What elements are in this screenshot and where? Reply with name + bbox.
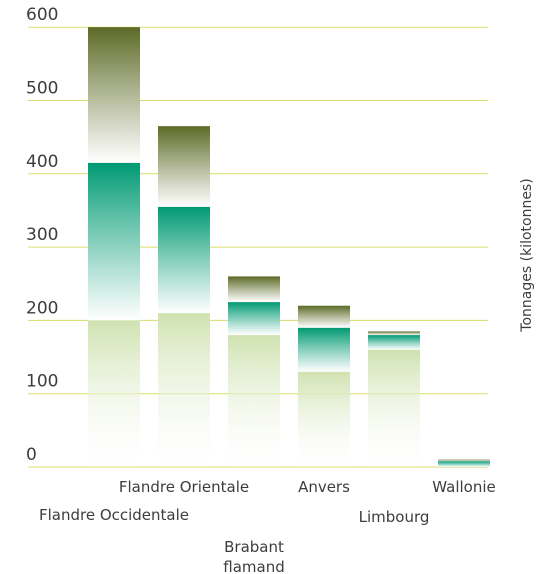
x-category-label: Flandre Occidentale xyxy=(39,506,189,524)
x-category-label: Flandre Orientale xyxy=(119,478,249,496)
y-tick-label: 200 xyxy=(26,298,58,318)
y-tick-label: 500 xyxy=(26,79,58,99)
y-tick-label: 100 xyxy=(26,372,58,392)
bar-segment xyxy=(88,27,140,163)
bar-segment xyxy=(158,313,210,467)
bar-segment xyxy=(368,335,420,350)
bar-segment xyxy=(368,331,420,336)
bar-segment xyxy=(438,461,490,467)
y-tick-label: 300 xyxy=(26,225,58,245)
y-tick-label: 0 xyxy=(26,445,37,465)
category-labels: Flandre Occidentale Flandre Orientale Brab… xyxy=(39,478,496,574)
bar-segment xyxy=(228,276,280,303)
bar-segment xyxy=(228,302,280,336)
bar-segment xyxy=(438,459,490,462)
bar-segment xyxy=(158,206,210,314)
bars xyxy=(88,27,490,467)
x-category-label: Wallonie xyxy=(432,478,495,496)
y-axis-ticks: 0 100 200 300 400 500 600 xyxy=(26,5,58,465)
y-tick-label: 600 xyxy=(26,5,58,25)
x-category-label: Limbourg xyxy=(359,508,430,526)
bar-segment xyxy=(298,327,350,372)
x-category-label: flamand xyxy=(223,558,284,574)
bar-segment xyxy=(88,320,140,467)
bar-segment xyxy=(228,335,280,467)
bar-segment xyxy=(88,162,140,321)
bar-segment xyxy=(158,126,210,207)
y-tick-label: 400 xyxy=(26,152,58,172)
x-category-label: Brabant xyxy=(224,538,284,556)
bar-segment xyxy=(298,371,350,467)
y-axis-label: Tonnages (kilotonnes) xyxy=(519,178,535,332)
bar-segment xyxy=(368,349,420,467)
bar-segment xyxy=(298,305,350,328)
x-category-label: Anvers xyxy=(298,478,350,496)
